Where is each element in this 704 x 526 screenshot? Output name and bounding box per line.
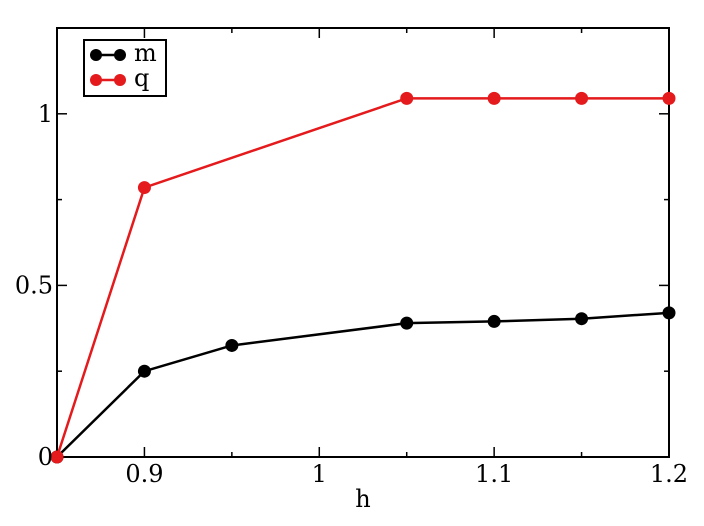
data-point-q	[400, 91, 414, 105]
series-line-m	[56, 311, 670, 458]
data-point-m	[137, 364, 151, 378]
legend-entry-m: m	[90, 39, 157, 67]
data-point-m	[225, 338, 239, 352]
data-point-q	[137, 181, 151, 195]
legend-marker-m	[114, 49, 126, 61]
data-point-q	[487, 91, 501, 105]
data-point-m	[575, 312, 589, 326]
data-point-q	[575, 91, 589, 105]
y-tick-label: 0	[38, 443, 53, 471]
legend: mq	[83, 39, 167, 97]
data-point-m	[400, 316, 414, 330]
legend-entry-q: q	[90, 64, 149, 92]
series-m	[50, 306, 676, 464]
x-tick-label: 1.1	[475, 460, 513, 488]
y-tick-label: 1	[38, 100, 53, 128]
data-point-q	[662, 91, 676, 105]
x-tick-label: 1	[312, 460, 327, 488]
x-tick-label: 1.2	[650, 460, 688, 488]
x-axis-label: h	[355, 485, 370, 513]
series-q	[50, 91, 676, 464]
tick-labels: 0.9 1 1.1 1.2 0 0.5 1	[15, 100, 688, 488]
series-layer	[50, 91, 676, 464]
series-line-q	[55, 97, 669, 458]
y-tick-label: 0.5	[15, 271, 53, 299]
legend-label-q: q	[134, 64, 149, 92]
legend-marker-q	[114, 74, 126, 86]
x-tick-label: 0.9	[125, 460, 163, 488]
plot-frame	[56, 27, 670, 458]
data-point-m	[662, 306, 676, 320]
legend-marker-q	[90, 74, 102, 86]
data-point-m	[487, 314, 501, 328]
legend-label-m: m	[134, 39, 157, 67]
legend-marker-m	[90, 49, 102, 61]
data-point-q	[50, 450, 64, 464]
